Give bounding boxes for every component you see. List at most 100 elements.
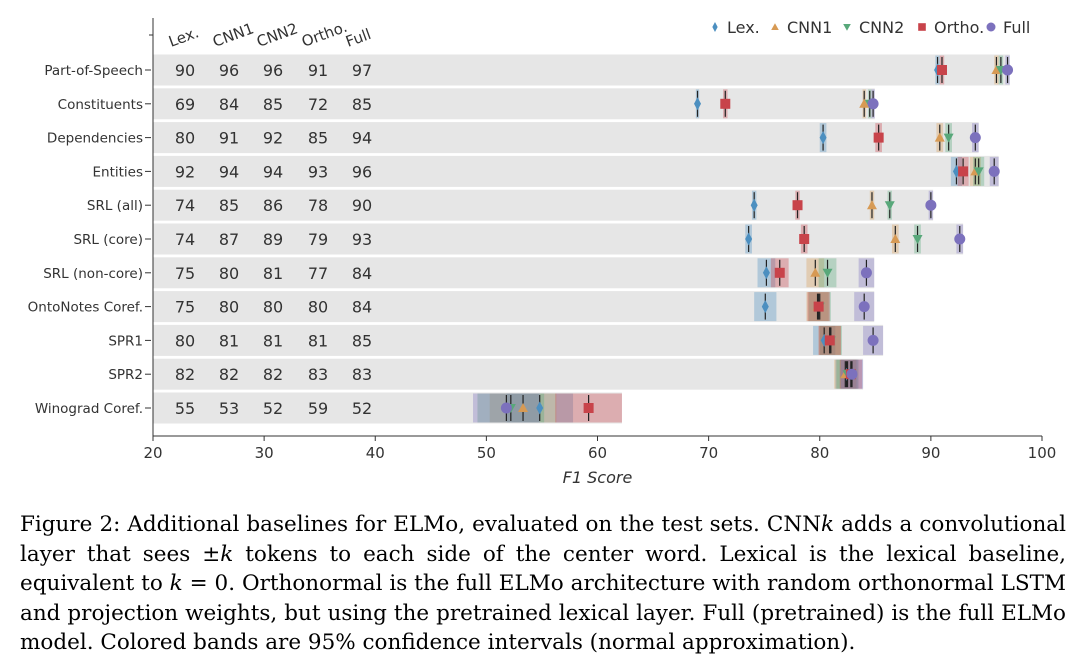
cell-spr2-ortho: 83	[308, 365, 328, 384]
cell-dependencies-lex: 80	[175, 129, 195, 148]
caption-part-4: = 0. Orthonormal is the full ELMo archit…	[20, 571, 1066, 655]
row-bar-spr2	[153, 358, 864, 390]
task-label-srl-non-core: SRL (non-core)	[43, 266, 143, 282]
x-tick-label-50: 50	[477, 444, 496, 462]
row-bar-entities	[153, 155, 999, 187]
cell-ontonotes-coref-cnn1: 80	[219, 298, 239, 317]
caption-k-1: k	[821, 512, 835, 537]
marker-srl-core-ortho	[799, 234, 810, 244]
cell-spr1-ortho: 81	[308, 331, 328, 350]
column-header-cnn2: CNN2	[254, 19, 300, 50]
task-label-ontonotes-coref: OntoNotes Coref.	[28, 300, 143, 316]
task-label-part-of-speech: Part-of-Speech	[44, 63, 143, 79]
marker-ontonotes-coref-ortho	[813, 301, 824, 312]
cell-spr1-full: 85	[352, 331, 372, 350]
x-axis-label: F1 Score	[563, 468, 633, 487]
cell-entities-full: 96	[352, 162, 372, 181]
marker-entities-ortho	[958, 166, 969, 177]
column-header-cnn1: CNN1	[210, 19, 256, 50]
marker-srl-core-cnn1	[890, 234, 901, 243]
cell-ontonotes-coref-lex: 75	[175, 298, 195, 317]
cell-srl-core-ortho: 79	[308, 230, 328, 249]
marker-srl-non-core-full	[860, 267, 872, 279]
marker-part-of-speech-ortho	[936, 65, 947, 75]
marker-constituents-lex	[694, 97, 702, 111]
caption-k-2: k	[220, 541, 234, 567]
cell-dependencies-cnn1: 91	[219, 129, 239, 148]
marker-srl-core-full	[954, 233, 966, 245]
cell-dependencies-full: 94	[352, 129, 372, 148]
marker-spr2-full	[846, 368, 858, 380]
cell-constituents-full: 85	[352, 95, 372, 114]
cell-spr2-cnn2: 82	[263, 365, 283, 384]
cell-part-of-speech-ortho: 91	[308, 61, 328, 80]
cell-winograd-coref-cnn1: 53	[219, 399, 239, 418]
marker-srl-all-cnn2	[884, 201, 895, 211]
row-bar-winograd-coref	[153, 392, 622, 424]
legend-marker-lex	[712, 22, 718, 32]
marker-winograd-coref-ortho	[583, 403, 594, 413]
cell-spr2-full: 83	[352, 365, 372, 384]
marker-srl-core-cnn2	[912, 235, 923, 244]
marker-srl-non-core-cnn2	[822, 268, 833, 278]
cell-winograd-coref-cnn2: 52	[263, 399, 283, 418]
f1-score-chart: Part-of-Speech 90 96 96 91 97 Constituents 69 84…	[28, 18, 1057, 487]
cell-ontonotes-coref-ortho: 80	[308, 298, 328, 317]
task-label-srl-all: SRL (all)	[87, 198, 143, 214]
task-label-spr1: SPR1	[108, 333, 143, 349]
cell-entities-ortho: 93	[308, 162, 328, 181]
cell-ontonotes-coref-full: 84	[352, 298, 372, 317]
cell-constituents-ortho: 72	[308, 95, 328, 114]
row-bar-srl-non-core	[153, 257, 875, 289]
cell-spr2-cnn1: 82	[219, 365, 239, 384]
marker-ontonotes-coref-lex	[761, 300, 769, 314]
cell-constituents-lex: 69	[175, 95, 195, 114]
x-tick-label-90: 90	[921, 444, 940, 462]
caption-part-1: Figure 2: Additional baselines for ELMo,…	[20, 512, 822, 537]
row-bar-spr1	[153, 324, 884, 356]
cell-spr1-lex: 80	[175, 331, 195, 350]
column-header-ortho: Ortho.	[299, 18, 349, 51]
cell-srl-all-ortho: 78	[308, 196, 328, 215]
marker-srl-all-cnn1	[866, 200, 877, 210]
cell-part-of-speech-full: 97	[352, 61, 372, 80]
task-label-winograd-coref: Winograd Coref.	[35, 401, 143, 417]
cell-dependencies-cnn2: 92	[263, 129, 283, 148]
task-label-dependencies: Dependencies	[47, 131, 143, 147]
row-bar-dependencies	[153, 122, 979, 154]
legend-label-cnn2: CNN2	[859, 18, 904, 37]
row-bar-srl-core	[153, 223, 964, 255]
cell-srl-non-core-full: 84	[352, 264, 372, 283]
marker-srl-non-core-lex	[762, 266, 770, 280]
cell-part-of-speech-lex: 90	[175, 61, 195, 80]
marker-srl-non-core-cnn1	[810, 267, 821, 277]
cell-entities-cnn1: 94	[219, 162, 239, 181]
cell-srl-all-full: 90	[352, 196, 372, 215]
legend-marker-cnn2	[843, 23, 851, 31]
x-tick-label-40: 40	[366, 444, 385, 462]
cell-srl-core-cnn2: 89	[263, 230, 283, 249]
cell-dependencies-ortho: 85	[308, 129, 328, 148]
legend-label-ortho: Ortho.	[934, 18, 984, 37]
row-bar-constituents	[153, 88, 875, 120]
marker-srl-non-core-ortho	[774, 267, 785, 278]
cell-srl-all-cnn2: 86	[263, 196, 283, 215]
marker-entities-cnn2	[973, 167, 984, 177]
marker-part-of-speech-cnn1	[991, 65, 1002, 74]
legend-marker-ortho	[918, 23, 926, 31]
marker-entities-full	[988, 165, 1000, 177]
cell-winograd-coref-ortho: 59	[308, 399, 328, 418]
cell-spr1-cnn1: 81	[219, 331, 239, 350]
cell-constituents-cnn2: 85	[263, 95, 283, 114]
cell-winograd-coref-lex: 55	[175, 399, 195, 418]
marker-winograd-coref-full	[500, 402, 512, 414]
cell-constituents-cnn1: 84	[219, 95, 239, 114]
marker-constituents-cnn1	[859, 98, 870, 108]
x-tick-label-30: 30	[255, 444, 274, 462]
row-bar-ontonotes-coref	[153, 291, 875, 323]
cell-srl-non-core-ortho: 77	[308, 264, 328, 283]
x-tick-label-20: 20	[143, 444, 162, 462]
row-bar-part-of-speech	[153, 54, 1010, 86]
x-tick-label-60: 60	[588, 444, 607, 462]
cell-winograd-coref-full: 52	[352, 399, 372, 418]
